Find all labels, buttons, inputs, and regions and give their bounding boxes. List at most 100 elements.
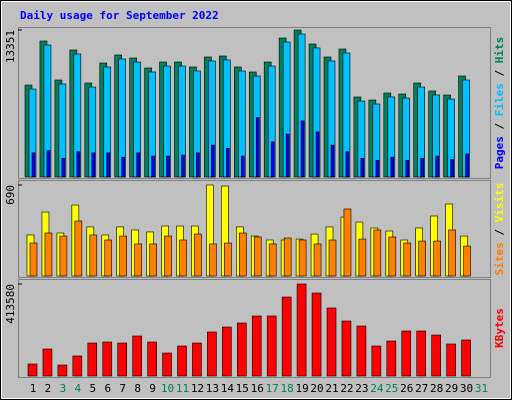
bar <box>74 220 83 277</box>
x-tick-label: 12 <box>191 382 204 395</box>
bar <box>46 150 51 178</box>
bar <box>61 157 66 178</box>
bar <box>433 240 441 277</box>
x-tick-label: 14 <box>221 382 235 395</box>
bar <box>42 348 53 377</box>
bar <box>121 156 125 178</box>
x-tick-label: 16 <box>251 382 264 395</box>
bar <box>196 152 200 178</box>
x-tick-label: 11 <box>176 382 189 395</box>
bar <box>285 133 290 178</box>
x-tick-label: 3 <box>60 382 67 395</box>
x-tick-label: 25 <box>385 382 398 395</box>
x-tick-label: 9 <box>149 382 156 395</box>
y-tick-label: 13351 <box>4 30 17 63</box>
x-tick-label: 18 <box>281 382 294 395</box>
bar <box>29 242 38 277</box>
bar <box>87 342 98 377</box>
legend-entry: Sites <box>493 242 506 275</box>
bar <box>416 330 427 377</box>
bar <box>207 331 217 377</box>
bar <box>403 242 412 277</box>
x-tick-label: 4 <box>75 382 82 395</box>
bar <box>463 245 471 277</box>
bar <box>268 243 277 277</box>
bar <box>328 239 337 277</box>
x-tick-label: 31 <box>475 382 488 395</box>
bar <box>298 239 307 277</box>
bar <box>418 240 427 277</box>
bar <box>27 363 38 377</box>
bar <box>401 330 412 377</box>
x-tick-label: 26 <box>400 382 413 395</box>
x-tick-label: 5 <box>89 382 96 395</box>
bar <box>450 159 454 178</box>
bar <box>343 208 352 277</box>
bar <box>345 151 350 178</box>
bar <box>224 242 232 277</box>
x-tick-label: 22 <box>340 382 353 395</box>
bar <box>181 154 185 178</box>
bar <box>435 155 439 178</box>
bar <box>358 238 367 277</box>
bar <box>311 292 322 377</box>
legend-separator: / <box>493 222 506 242</box>
bar <box>149 243 157 277</box>
x-tick-label: 7 <box>119 382 126 395</box>
bar <box>251 315 262 377</box>
x-tick-label: 10 <box>161 382 174 395</box>
bar <box>164 235 172 277</box>
bar <box>194 233 202 277</box>
bar <box>283 237 292 277</box>
bar <box>266 315 277 377</box>
bar <box>209 243 217 277</box>
bar <box>315 131 320 178</box>
bar <box>226 148 230 178</box>
bar <box>253 236 262 277</box>
x-tick-label: 1 <box>30 382 37 395</box>
x-tick-label: 28 <box>430 382 443 395</box>
legend: Pages / Files / Hits <box>493 37 506 170</box>
bar <box>356 325 367 377</box>
bar <box>222 326 232 377</box>
x-tick-label: 2 <box>45 382 52 395</box>
bar <box>31 152 36 178</box>
bar <box>239 232 247 277</box>
bar <box>192 342 202 377</box>
bar <box>386 340 397 377</box>
legend-entry: Hits <box>493 37 506 64</box>
bar <box>57 364 68 377</box>
bar <box>465 153 469 178</box>
bar <box>147 341 157 377</box>
legend-entry: Files <box>493 83 506 116</box>
bar <box>89 234 98 277</box>
bar <box>211 144 215 178</box>
bar <box>296 283 307 377</box>
bar <box>461 339 471 377</box>
chart-title: Daily usage for September 2022 <box>20 9 219 22</box>
x-tick-label: 15 <box>236 382 249 395</box>
legend-separator: / <box>493 63 506 83</box>
bar <box>448 229 456 277</box>
bar <box>405 160 410 178</box>
bar <box>102 341 113 377</box>
x-tick-label: 8 <box>134 382 141 395</box>
bar <box>237 322 247 377</box>
bar <box>134 243 142 277</box>
bar <box>76 151 81 178</box>
bar <box>136 152 140 178</box>
bar <box>373 229 382 277</box>
y-tick-label: 690 <box>4 185 17 205</box>
bar <box>119 235 127 277</box>
legend-entry: Visits <box>493 183 506 223</box>
bar <box>179 239 187 277</box>
bar <box>446 343 456 377</box>
legend-entry: Pages <box>493 136 506 169</box>
x-tick-label: 20 <box>310 382 323 395</box>
x-tick-label: 19 <box>295 382 308 395</box>
bar <box>59 235 68 277</box>
bar <box>151 155 155 178</box>
bar <box>300 120 305 178</box>
